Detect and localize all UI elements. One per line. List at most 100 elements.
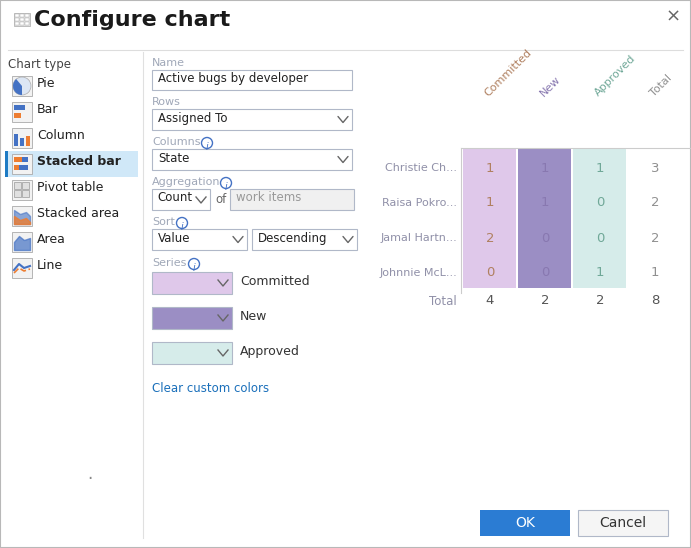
Text: 1: 1 <box>541 162 549 174</box>
Text: Pivot table: Pivot table <box>37 181 104 194</box>
Bar <box>20 18 24 21</box>
Text: Pie: Pie <box>37 77 55 90</box>
Bar <box>25 14 29 17</box>
Text: Assigned To: Assigned To <box>158 112 227 125</box>
Bar <box>14 165 19 170</box>
Circle shape <box>220 178 231 189</box>
Text: Committed: Committed <box>240 275 310 288</box>
Text: Rows: Rows <box>152 97 181 107</box>
Bar <box>12 154 32 174</box>
Circle shape <box>189 259 200 270</box>
Bar <box>22 182 29 189</box>
Bar <box>15 14 19 17</box>
Bar <box>14 13 30 26</box>
Text: New: New <box>538 73 562 98</box>
Text: 2: 2 <box>651 197 659 209</box>
Text: Committed: Committed <box>483 47 534 98</box>
Text: 0: 0 <box>541 266 549 279</box>
Text: Series: Series <box>152 258 187 268</box>
Text: Approved: Approved <box>593 53 638 98</box>
Text: work items: work items <box>236 191 301 204</box>
Text: Total: Total <box>429 295 457 308</box>
Text: Stacked bar: Stacked bar <box>37 155 121 168</box>
Bar <box>12 128 32 148</box>
Text: 0: 0 <box>541 231 549 244</box>
Bar <box>20 138 24 146</box>
Bar <box>14 157 22 162</box>
Bar <box>20 22 24 25</box>
Bar <box>12 206 32 226</box>
Text: i: i <box>206 142 209 152</box>
Text: State: State <box>158 152 189 165</box>
Text: 1: 1 <box>486 197 494 209</box>
Circle shape <box>176 218 187 229</box>
Text: Column: Column <box>37 129 85 142</box>
Bar <box>14 113 21 118</box>
Text: 0: 0 <box>596 231 604 244</box>
Bar <box>14 182 21 189</box>
Bar <box>14 105 25 110</box>
Bar <box>578 510 668 536</box>
Bar <box>5 151 138 177</box>
Text: of: of <box>215 193 226 206</box>
Bar <box>26 136 30 146</box>
Text: Clear custom colors: Clear custom colors <box>152 382 269 395</box>
Bar <box>5 151 8 177</box>
Bar <box>152 342 232 364</box>
Circle shape <box>13 77 31 95</box>
Bar <box>252 229 357 250</box>
Text: .: . <box>87 465 93 483</box>
Text: Sort: Sort <box>152 217 175 227</box>
Text: Bar: Bar <box>37 103 59 116</box>
Text: 0: 0 <box>596 197 604 209</box>
Text: i: i <box>225 182 227 192</box>
Text: i: i <box>193 263 196 273</box>
Bar <box>12 102 32 122</box>
Text: 4: 4 <box>486 294 494 306</box>
Text: Christie Ch...: Christie Ch... <box>385 163 457 173</box>
Bar <box>152 272 232 294</box>
Bar <box>152 229 247 250</box>
Text: OK: OK <box>515 516 535 530</box>
Bar <box>19 165 28 170</box>
Text: 2: 2 <box>486 231 494 244</box>
Bar <box>15 18 19 21</box>
Text: Configure chart: Configure chart <box>34 10 230 30</box>
Bar <box>22 190 29 197</box>
Bar <box>230 189 354 210</box>
Text: 1: 1 <box>596 162 604 174</box>
Text: Count: Count <box>157 191 192 204</box>
Text: Jamal Hartn...: Jamal Hartn... <box>380 233 457 243</box>
Bar <box>12 76 32 96</box>
Text: 2: 2 <box>541 294 549 306</box>
Text: 2: 2 <box>596 294 604 306</box>
Bar <box>20 14 24 17</box>
Text: 2: 2 <box>651 231 659 244</box>
Text: 1: 1 <box>651 266 659 279</box>
Text: Raisa Pokro...: Raisa Pokro... <box>382 198 457 208</box>
Text: Johnnie McL...: Johnnie McL... <box>379 268 457 278</box>
Text: Approved: Approved <box>240 345 300 358</box>
Text: Columns: Columns <box>152 137 200 147</box>
Bar <box>152 70 352 90</box>
Text: 1: 1 <box>541 197 549 209</box>
Bar <box>14 134 18 146</box>
Text: 8: 8 <box>651 294 659 306</box>
Bar <box>22 157 28 162</box>
Bar <box>15 22 19 25</box>
Text: Area: Area <box>37 233 66 246</box>
Bar <box>573 148 626 288</box>
Text: Active bugs by developer: Active bugs by developer <box>158 72 308 85</box>
Bar <box>12 180 32 200</box>
Text: New: New <box>240 310 267 323</box>
Text: Value: Value <box>158 232 191 245</box>
Text: Stacked area: Stacked area <box>37 207 120 220</box>
Bar <box>152 307 232 329</box>
Bar <box>25 22 29 25</box>
Text: Aggregation: Aggregation <box>152 177 220 187</box>
Text: Total: Total <box>648 72 674 98</box>
Bar <box>480 510 570 536</box>
Text: Name: Name <box>152 58 185 68</box>
Bar <box>152 189 210 210</box>
Text: Cancel: Cancel <box>599 516 647 530</box>
